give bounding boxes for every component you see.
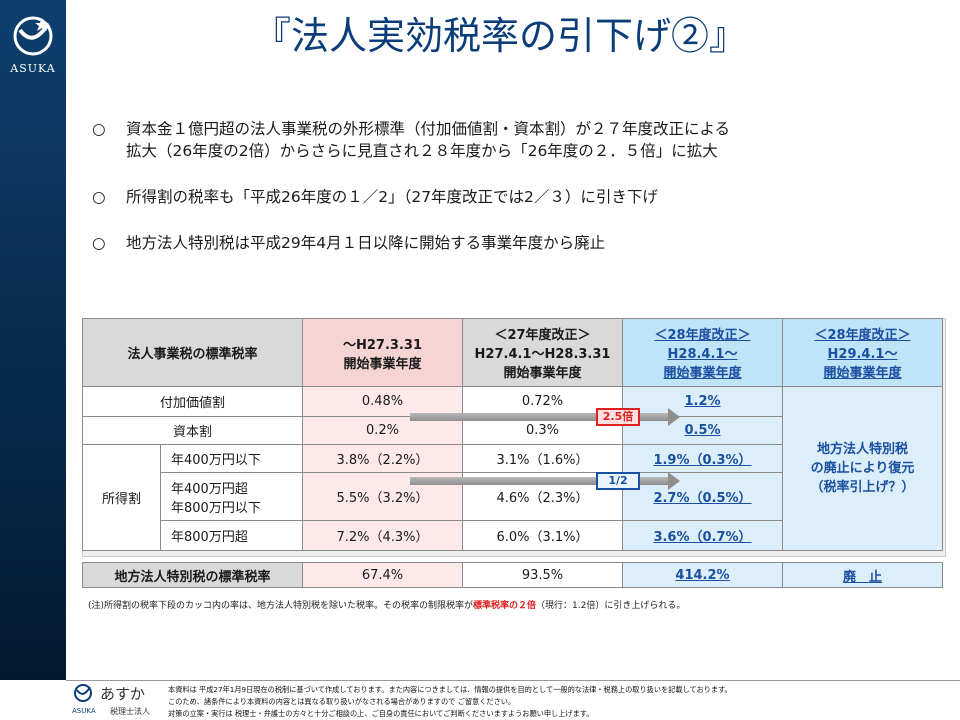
asuka-logo-icon [13, 16, 53, 56]
table-header-row: 法人事業税の標準税率 ～H27.3.31 開始事業年度 ＜27年度改正＞ H27… [82, 318, 943, 387]
header-cell: ～H27.3.31 開始事業年度 [302, 318, 463, 387]
header-label: H28.4.1～ [667, 347, 738, 362]
note-text: （現行：1.2倍）に引き上げられる。 [536, 601, 686, 611]
table-cell: 0.5% [622, 416, 783, 445]
logo-sub-en: ASUKA [72, 707, 96, 715]
table-cell: 3.6%（0.7%） [622, 520, 783, 551]
arrow-label-half: 1/2 [596, 472, 640, 490]
bullet-item: ○ 資本金１億円超の法人事業税の外形標準（付加価値割・資本割）が２７年度改正によ… [92, 118, 932, 162]
table-row: 付加価値割 0.48% 0.72% 1.2% 地方法人特別税 の廃止により復元 … [82, 386, 943, 551]
table-note: (注)所得割の税率下段のカッコ内の率は、地方法人特別税を除いた税率。その税率の制… [88, 598, 685, 611]
row-label: 付加価値割 [82, 386, 303, 417]
logo-sub-jp: 税理士法人 [110, 707, 150, 716]
header-label: 開始事業年度 [823, 366, 902, 381]
header-cell: 法人事業税の標準税率 [82, 318, 303, 387]
header-label: 開始事業年度 [663, 366, 742, 381]
table-cell: 1.2% [622, 386, 783, 417]
table-cell: 3.8%（2.2%） [302, 444, 463, 473]
disclaimer-line: このため、諸条件により本資料の内容とは異なる取り扱いがなされる場合がありますので… [168, 697, 516, 706]
header-cell: ＜28年度改正＞ H28.4.1～ 開始事業年度 [622, 318, 783, 387]
table-row: 所得割 年400万円以下 3.8%（2.2%） 3.1%（1.6%） 1.9%（… [82, 444, 943, 551]
footer-divider [66, 680, 960, 681]
table-cell: 1.9%（0.3%） [622, 444, 783, 473]
bullet-text: 所得割の税率も「平成26年度の１／2」（27年度改正では2／３）に引き下げ [126, 188, 658, 206]
table-cell: 67.4% [302, 562, 463, 588]
header-label: ＜28年度改正＞ [654, 328, 751, 343]
bullet-mark: ○ [92, 120, 106, 138]
disclaimer-line: 対策の立案・実行は 税理士・弁護士の方々と十分ご相談の上、ご自身の責任においてご… [168, 709, 594, 718]
sidebar: ASUKA [0, 0, 66, 680]
header-cell: ＜27年度改正＞ H27.4.1～H28.3.31 開始事業年度 [462, 318, 623, 387]
arrow-label-25x: 2.5倍 [596, 408, 640, 426]
logo-text: ASUKA [10, 62, 56, 75]
special-tax-table: 地方法人特別税の標準税率 67.4% 93.5% 414.2% 廃 止 [82, 562, 943, 588]
abolish-line: 地方法人特別税 [816, 442, 908, 457]
table-cell: 3.1%（1.6%） [462, 444, 623, 473]
abolish-line: （税率引上げ？） [810, 480, 915, 495]
header-label: 法人事業税の標準税率 [127, 347, 258, 362]
bullet-mark: ○ [92, 234, 106, 252]
header-label: 開始事業年度 [343, 356, 422, 372]
header-label: ＜28年度改正＞ [814, 328, 911, 343]
row-label: 地方法人特別税の標準税率 [82, 562, 303, 588]
table-row: 地方法人特別税の標準税率 67.4% 93.5% 414.2% 廃 止 [82, 562, 943, 588]
bullet-text: 資本金１億円超の法人事業税の外形標準（付加価値割・資本割）が２７年度改正による [126, 120, 731, 138]
abolish-line: の廃止により復元 [810, 461, 915, 476]
bullet-list: ○ 資本金１億円超の法人事業税の外形標準（付加価値割・資本割）が２７年度改正によ… [92, 118, 932, 278]
row-sublabel: 年800万円超 [160, 520, 303, 551]
table-row: 年800万円超 7.2%（4.3%） 6.0%（3.1%） 3.6%（0.7%） [83, 520, 943, 551]
table-cell: 414.2% [622, 562, 783, 588]
bullet-item: ○ 地方法人特別税は平成29年4月１日以降に開始する事業年度から廃止 [92, 232, 932, 254]
table-row: 資本割 0.2% 0.3% 0.5% [82, 416, 943, 445]
bullet-item: ○ 所得割の税率も「平成26年度の１／2」（27年度改正では2／３）に引き下げ [92, 186, 932, 208]
note-highlight: 標準税率の２倍 [473, 601, 537, 611]
footer-logo: あすか ASUKA 税理士法人 [70, 682, 165, 720]
asuka-small-logo-icon [74, 684, 92, 702]
header-cell: ＜28年度改正＞ H29.4.1～ 開始事業年度 [782, 318, 943, 387]
row-sublabel: 年400万円以下 [160, 444, 303, 473]
sublabel-line: 年800万円以下 [171, 500, 261, 516]
table-cell: 6.0%（3.1%） [462, 520, 623, 551]
table-cell: 2.7%（0.5%） [622, 472, 783, 521]
table-cell: 0.48% [302, 386, 463, 417]
row-label: 所得割 [82, 444, 161, 551]
header-label: H27.4.1～H28.3.31 [474, 347, 611, 362]
table-cell: 廃 止 [782, 562, 943, 588]
table-cell: 93.5% [462, 562, 623, 588]
bullet-text: 地方法人特別税は平成29年4月１日以降に開始する事業年度から廃止 [126, 234, 606, 252]
header-label: ＜27年度改正＞ [494, 328, 591, 343]
row-label: 資本割 [82, 416, 303, 445]
tax-rate-table: 法人事業税の標準税率 ～H27.3.31 開始事業年度 ＜27年度改正＞ H27… [82, 318, 943, 551]
bullet-mark: ○ [92, 188, 106, 206]
bullet-text: 拡大（26年度の2倍）からさらに見直され２８年度から「26年度の２．５倍」に拡大 [126, 142, 718, 160]
header-label: ～H27.3.31 [343, 337, 422, 353]
disclaimer: 本資料は 平成27年1月9日現在の税制に基づいて作成しております。また内容につき… [168, 684, 732, 720]
note-text: (注)所得割の税率下段のカッコ内の率は、地方法人特別税を除いた税率。その税率の制… [88, 601, 474, 611]
disclaimer-line: 本資料は 平成27年1月9日現在の税制に基づいて作成しております。また内容につき… [168, 685, 732, 694]
logo-script: あすか [100, 685, 146, 703]
page-title: 『法人実効税率の引下げ②』 [252, 14, 747, 58]
arrow-25x [410, 408, 680, 426]
abolish-note: 地方法人特別税 の廃止により復元 （税率引上げ？） [782, 386, 943, 551]
table-cell: 7.2%（4.3%） [302, 520, 463, 551]
sublabel-line: 年400万円超 [171, 481, 248, 497]
arrow-half [410, 472, 680, 490]
header-label: 開始事業年度 [503, 366, 582, 381]
header-label: H29.4.1～ [827, 347, 898, 362]
row-sublabel: 年400万円超 年800万円以下 [160, 472, 303, 521]
